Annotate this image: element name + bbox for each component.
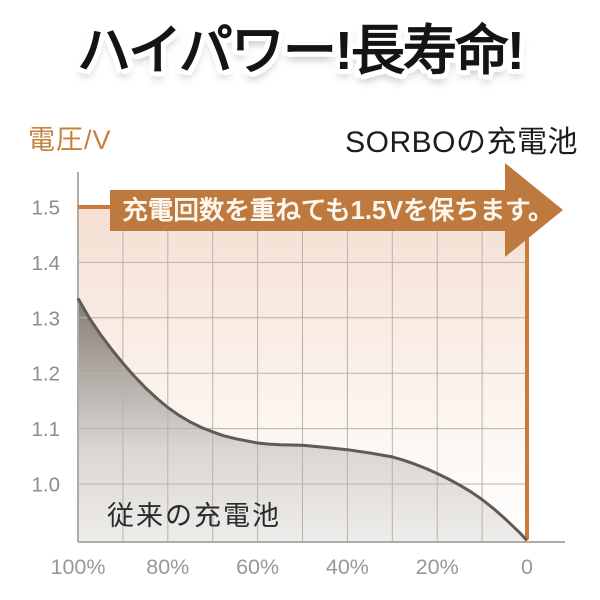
conventional-series-label: 従来の充電池	[107, 501, 281, 531]
y-tick-label: 1.0	[32, 474, 61, 497]
x-tick-label: 20%	[416, 555, 459, 579]
y-tick-label: 1.1	[32, 418, 61, 441]
banner-arrow	[110, 163, 563, 257]
x-tick-label: 80%	[146, 555, 189, 579]
x-tick-label: 0	[521, 555, 533, 579]
sorbo-series-label: SORBOの充電池	[345, 126, 578, 159]
banner-text: 充電回数を重ねても1.5Vを保ちます。	[122, 196, 553, 225]
series-area-fills	[78, 298, 527, 542]
conventional-area-fill	[78, 298, 527, 542]
y-tick-label: 1.3	[32, 307, 61, 330]
conventional-curve	[76, 297, 529, 542]
y-tick-label: 1.4	[32, 252, 61, 275]
chart-area: 充電回数を重ねても1.5Vを保ちます。 従来の充電池 100% 80% 60% 40%…	[32, 163, 565, 580]
x-tick-label: 100%	[51, 555, 106, 579]
grid-lines	[78, 207, 527, 542]
y-axis-label: 電圧/V	[28, 125, 112, 155]
x-tick-label: 40%	[326, 555, 369, 579]
tick-labels: 100% 80% 60% 40% 20% 0 1.5 1.4 1.3 1.2 1.1 1.0	[32, 197, 534, 580]
x-tick-label: 60%	[236, 555, 279, 579]
y-tick-label: 1.2	[32, 363, 61, 386]
y-tick-label: 1.5	[32, 197, 61, 220]
title-banner: ハイパワー!長寿命!	[77, 21, 525, 81]
